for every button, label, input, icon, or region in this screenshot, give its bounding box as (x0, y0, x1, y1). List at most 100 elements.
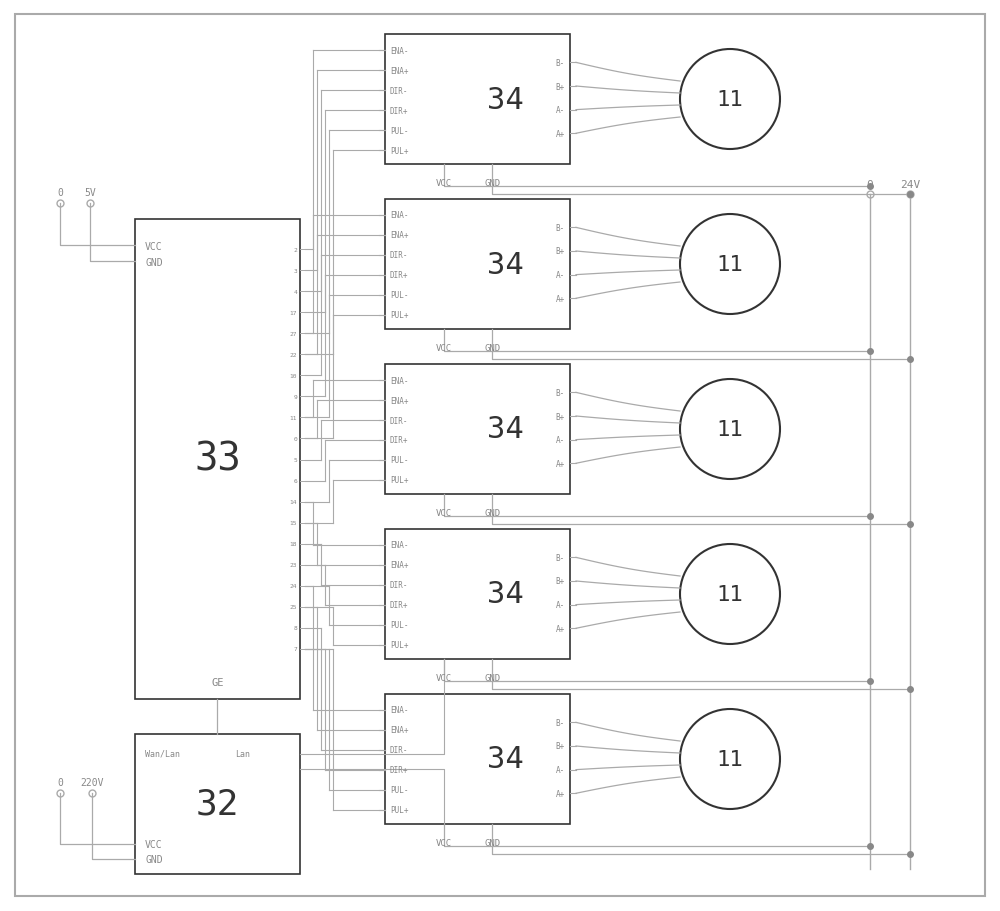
Text: A-: A- (556, 435, 565, 445)
Text: 15: 15 (290, 520, 297, 526)
Text: GND: GND (484, 673, 500, 682)
Text: GND: GND (145, 854, 163, 864)
Text: DIR+: DIR+ (390, 765, 409, 774)
Text: 0: 0 (293, 436, 297, 442)
Text: B+: B+ (556, 742, 565, 751)
Text: ENA-: ENA- (390, 706, 409, 715)
Text: DIR-: DIR- (390, 416, 409, 425)
Text: GND: GND (484, 838, 500, 847)
Text: 2: 2 (293, 247, 297, 252)
Bar (135, 220, 300, 700)
Text: 9: 9 (293, 394, 297, 399)
Text: 33: 33 (194, 441, 241, 478)
Text: ENA-: ENA- (390, 46, 409, 56)
Text: DIR-: DIR- (390, 251, 409, 261)
Text: 22: 22 (290, 353, 297, 357)
Text: 11: 11 (717, 749, 743, 769)
Text: 7: 7 (293, 647, 297, 651)
Text: 10: 10 (290, 374, 297, 378)
Text: B-: B- (556, 553, 565, 562)
Text: A+: A+ (556, 624, 565, 633)
Bar (385, 694, 570, 824)
Text: A+: A+ (556, 294, 565, 303)
Text: PUL-: PUL- (390, 785, 409, 794)
Text: GND: GND (484, 343, 500, 353)
Text: 0: 0 (57, 777, 63, 787)
Bar (385, 200, 570, 330)
Text: 18: 18 (290, 542, 297, 547)
Text: PUL+: PUL+ (390, 147, 409, 156)
Text: 8: 8 (293, 626, 297, 630)
Text: PUL+: PUL+ (390, 640, 409, 650)
Text: ENA-: ENA- (390, 541, 409, 550)
Text: PUL+: PUL+ (390, 312, 409, 320)
Text: 17: 17 (290, 311, 297, 315)
Text: A-: A- (556, 600, 565, 609)
Text: Wan/Lan: Wan/Lan (145, 749, 180, 758)
Text: PUL+: PUL+ (390, 476, 409, 485)
Bar (385, 35, 570, 165)
Text: PUL-: PUL- (390, 620, 409, 630)
Text: PUL-: PUL- (390, 127, 409, 136)
Text: A+: A+ (556, 129, 565, 138)
Text: 24V: 24V (900, 179, 920, 189)
Text: 3: 3 (293, 268, 297, 273)
Text: 11: 11 (717, 90, 743, 110)
Text: VCC: VCC (436, 343, 452, 353)
Text: B-: B- (556, 718, 565, 727)
Text: 34: 34 (487, 744, 524, 773)
Text: 14: 14 (290, 499, 297, 505)
Text: PUL-: PUL- (390, 292, 409, 300)
Text: 5V: 5V (84, 188, 96, 198)
Text: DIR-: DIR- (390, 87, 409, 96)
Text: GND: GND (484, 179, 500, 188)
Text: ENA+: ENA+ (390, 396, 409, 405)
Text: ENA-: ENA- (390, 376, 409, 385)
Text: VCC: VCC (145, 241, 163, 251)
Text: ENA+: ENA+ (390, 231, 409, 241)
Text: ENA+: ENA+ (390, 67, 409, 76)
Text: 23: 23 (290, 563, 297, 568)
Text: A+: A+ (556, 459, 565, 468)
Text: A-: A- (556, 271, 565, 280)
Text: 0: 0 (57, 188, 63, 198)
Text: A-: A- (556, 765, 565, 774)
Text: PUL-: PUL- (390, 456, 409, 465)
Text: 5: 5 (293, 457, 297, 463)
Text: ENA+: ENA+ (390, 561, 409, 570)
Text: VCC: VCC (436, 838, 452, 847)
Text: ENA-: ENA- (390, 211, 409, 220)
Text: B-: B- (556, 223, 565, 232)
Text: ENA+: ENA+ (390, 726, 409, 734)
Text: GND: GND (484, 508, 500, 517)
Text: 24: 24 (290, 584, 297, 589)
Bar (385, 364, 570, 495)
Text: 25: 25 (290, 605, 297, 609)
Text: Lan: Lan (235, 749, 250, 758)
Text: B-: B- (556, 59, 565, 67)
Text: 27: 27 (290, 332, 297, 336)
Text: 11: 11 (290, 415, 297, 421)
Text: GE: GE (211, 677, 224, 687)
Text: 34: 34 (487, 580, 524, 609)
Text: 34: 34 (487, 415, 524, 444)
Text: B+: B+ (556, 82, 565, 91)
Text: 32: 32 (196, 787, 239, 821)
Text: B+: B+ (556, 247, 565, 256)
Text: VCC: VCC (436, 179, 452, 188)
Text: 220V: 220V (80, 777, 104, 787)
Text: PUL+: PUL+ (390, 805, 409, 814)
Text: VCC: VCC (436, 508, 452, 517)
Text: B+: B+ (556, 577, 565, 586)
Text: 34: 34 (487, 86, 524, 115)
Text: 4: 4 (293, 290, 297, 294)
Text: DIR+: DIR+ (390, 107, 409, 116)
Bar (135, 734, 300, 874)
Text: 0: 0 (867, 179, 873, 189)
Text: 34: 34 (487, 251, 524, 279)
Text: DIR-: DIR- (390, 581, 409, 589)
Text: A+: A+ (556, 789, 565, 798)
Text: B-: B- (556, 388, 565, 397)
Text: 6: 6 (293, 478, 297, 484)
Bar (385, 529, 570, 660)
